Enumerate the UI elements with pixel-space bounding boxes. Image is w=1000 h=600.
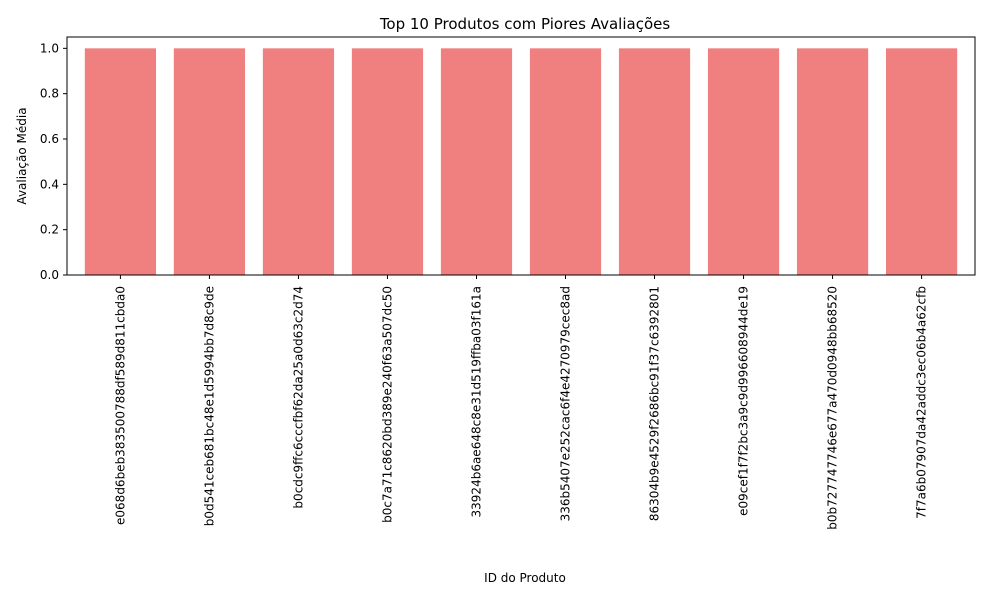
x-axis-label: ID do Produto (484, 571, 566, 585)
bar (84, 48, 157, 276)
x-tick-label: e068d6beb383500788df589d811cbda0 (113, 286, 127, 525)
bar (351, 48, 424, 276)
bar (262, 48, 335, 276)
bar (796, 48, 869, 276)
bars (84, 48, 958, 276)
x-tick-label: 33924b6ae648c8e31d519ffba03f161a (469, 286, 483, 517)
y-tick-label: 0.2 (40, 223, 59, 237)
y-tick-label: 0.8 (40, 87, 59, 101)
x-tick-label: b0d541ceb681bc48e1d5994bb7d8c9de (202, 286, 216, 526)
y-tick-label: 0.6 (40, 132, 59, 146)
x-tick-label: e09cef1f7f2bc3a9c9d996608944de19 (737, 286, 751, 516)
y-tick-label: 0.0 (40, 268, 59, 282)
x-tick-label: 86304b9e4529f2686bc91f37c6392801 (648, 286, 662, 521)
x-tick-label: 7f7a6b07907da42addc3ec06b4a62cfb (915, 286, 929, 519)
x-tick-label: b0b727747746e677a470d0948bb68520 (826, 286, 840, 530)
x-tick-label: b0cdc9ffc6cccfbf62da25a0d63c2d74 (291, 286, 305, 509)
bar (618, 48, 691, 276)
bar (885, 48, 958, 276)
y-axis-label: Avaliação Média (15, 107, 29, 204)
bar (173, 48, 246, 276)
bar (529, 48, 602, 276)
bar (707, 48, 780, 276)
plot-frame (66, 36, 976, 276)
bar (440, 48, 513, 276)
x-axis: e068d6beb383500788df589d811cbda0 b0d541ce… (113, 275, 929, 530)
y-axis: 0.0 0.2 0.4 0.6 0.8 1.0 (40, 41, 67, 282)
x-tick-label: 336b5407e252cac6f4e4270979cec8ad (559, 286, 573, 521)
y-tick-label: 0.4 (40, 177, 59, 191)
x-tick-label: b0c7a71c8620bd389e240f63a507dc50 (380, 286, 394, 523)
y-tick-label: 1.0 (40, 41, 59, 55)
chart-title: Top 10 Produtos com Piores Avaliações (379, 15, 671, 33)
